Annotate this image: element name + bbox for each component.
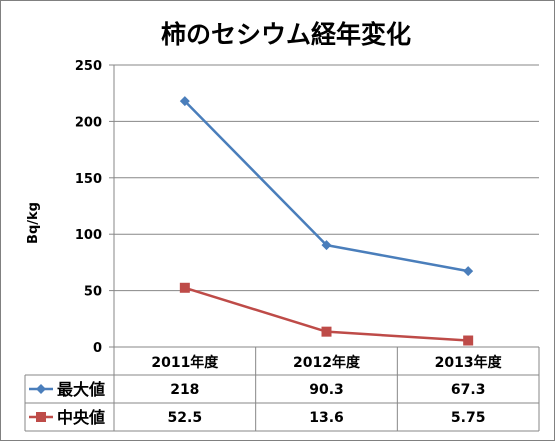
- legend-marker: [36, 412, 46, 422]
- x-tick-label: 2012年度: [293, 354, 361, 371]
- y-axis-label: Bq/kg: [26, 202, 41, 244]
- y-tick-label: 0: [93, 341, 102, 356]
- data-label: 5.75: [451, 410, 486, 426]
- data-label: 13.6: [309, 410, 344, 426]
- y-tick-label: 150: [75, 172, 102, 187]
- x-tick-label: 2013年度: [435, 354, 503, 371]
- data-point: [463, 266, 474, 277]
- data-label: 218: [170, 382, 199, 398]
- y-tick-label: 200: [75, 115, 102, 130]
- data-point: [179, 282, 190, 293]
- data-point: [321, 326, 332, 337]
- data-label: 52.5: [168, 410, 203, 426]
- data-label: 90.3: [309, 382, 344, 398]
- series-2: [179, 282, 474, 346]
- data-point: [463, 335, 474, 346]
- chart-title: 柿のセシウム経年変化: [161, 20, 411, 49]
- data-label: 67.3: [451, 382, 486, 398]
- data-point: [179, 96, 190, 107]
- data-point: [321, 240, 332, 251]
- x-tick-label: 2011年度: [151, 354, 219, 371]
- y-tick-label: 250: [75, 59, 102, 74]
- y-tick-label: 100: [75, 228, 102, 243]
- legend-marker: [36, 384, 46, 394]
- y-tick-label: 50: [84, 285, 102, 300]
- legend-entry: 中央値: [57, 408, 105, 427]
- legend-entry: 最大値: [57, 380, 105, 399]
- series-1: [179, 96, 474, 277]
